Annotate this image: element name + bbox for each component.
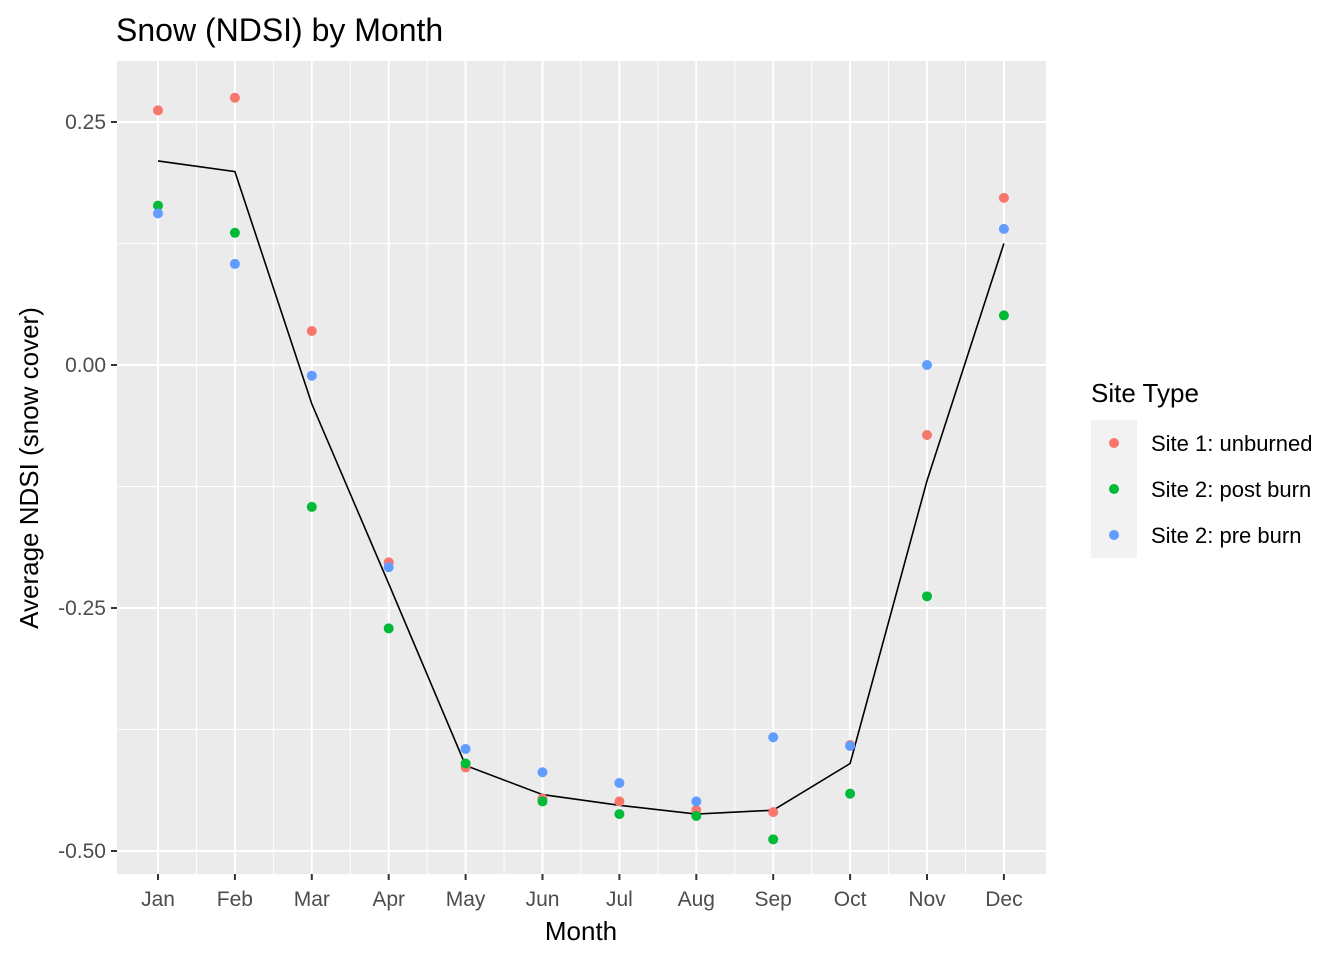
y-tick-label: -0.50	[58, 840, 106, 863]
data-point-series-3	[922, 360, 932, 370]
legend-title: Site Type	[1091, 378, 1199, 408]
data-point-series-2	[383, 623, 394, 634]
data-points-layer	[153, 92, 1009, 845]
data-point-series-3	[614, 777, 625, 788]
y-tick-label: -0.25	[58, 597, 106, 620]
x-tick-label: Dec	[985, 888, 1022, 911]
data-point-series-2	[922, 591, 932, 602]
data-point-series-2	[998, 310, 1009, 321]
legend-key-series-3	[1109, 530, 1119, 540]
data-point-series-2	[845, 788, 856, 799]
x-tick-label: Mar	[294, 888, 330, 911]
data-point-series-2	[691, 811, 702, 822]
x-tick-label: Oct	[834, 888, 867, 911]
data-point-series-3	[768, 732, 779, 743]
data-point-series-2	[153, 200, 163, 211]
data-point-series-1	[998, 192, 1009, 203]
data-point-series-3	[306, 370, 317, 381]
data-point-series-2	[537, 796, 548, 807]
y-tick-label: 0.25	[65, 111, 106, 134]
data-point-series-1	[153, 105, 163, 116]
plot-panel	[117, 61, 1046, 874]
x-tick-label: Nov	[908, 888, 946, 911]
data-point-series-3	[691, 796, 702, 807]
data-point-series-1	[922, 429, 932, 440]
x-axis-title: Month	[545, 916, 617, 946]
data-point-series-2	[460, 758, 471, 769]
legend-key-series-1	[1109, 438, 1119, 448]
data-point-series-3	[537, 767, 548, 778]
data-point-series-3	[383, 562, 394, 573]
legend-label-series-3: Site 2: pre burn	[1151, 523, 1301, 548]
x-tick-label: Feb	[217, 888, 253, 911]
axis-ticks: 0.25 0.00 -0.25 -0.50 Jan Feb Mar Apr May Jun Jul A…	[58, 111, 1022, 911]
trend-line	[157, 160, 1005, 815]
x-tick-label: Apr	[372, 888, 405, 911]
data-point-series-2	[229, 227, 240, 238]
x-tick-label: May	[446, 888, 486, 911]
data-point-series-1	[768, 807, 779, 818]
data-point-series-2	[306, 501, 317, 512]
data-point-series-1	[306, 325, 317, 336]
data-point-series-1	[229, 92, 240, 103]
legend-label-series-1: Site 1: unburned	[1151, 431, 1312, 456]
x-tick-label: Jul	[606, 888, 633, 911]
x-tick-label: Aug	[678, 888, 715, 911]
legend-key-series-2	[1109, 484, 1119, 494]
chart-title: Snow (NDSI) by Month	[116, 12, 443, 48]
data-point-series-3	[229, 258, 240, 269]
legend: Site Type Site 1: unburned Site 2: post b…	[1091, 378, 1312, 558]
data-point-series-3	[460, 743, 471, 754]
legend-label-series-2: Site 2: post burn	[1151, 477, 1311, 502]
y-tick-label: 0.00	[65, 354, 106, 377]
data-point-series-1	[614, 796, 625, 807]
data-point-series-2	[768, 834, 779, 845]
grid-lines	[117, 61, 1046, 874]
data-point-series-2	[614, 809, 625, 820]
y-axis-title: Average NDSI (snow cover)	[14, 307, 44, 629]
data-point-series-3	[845, 741, 856, 752]
x-tick-label: Jun	[526, 888, 560, 911]
data-point-series-3	[153, 208, 163, 219]
trend-line-layer	[157, 160, 1005, 815]
data-point-series-3	[998, 223, 1009, 234]
x-tick-label: Sep	[755, 888, 792, 911]
x-tick-label: Jan	[141, 888, 175, 911]
